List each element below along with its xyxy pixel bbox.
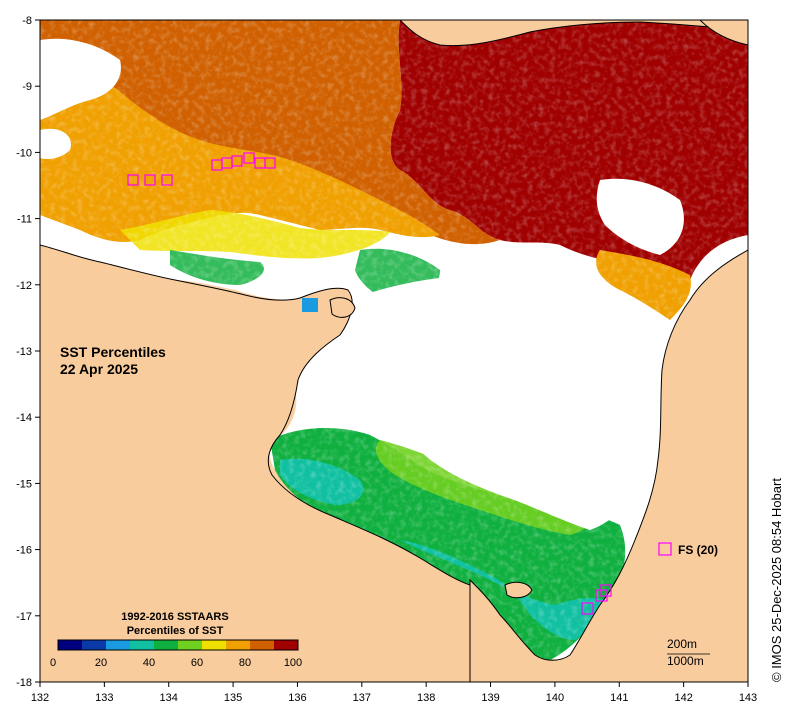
y-tick-label: -9: [22, 81, 32, 93]
legend-marker-label: FS (20): [678, 543, 718, 557]
x-tick-label: 141: [610, 692, 628, 704]
colorbar-swatch: [178, 640, 203, 650]
y-axis: -8 -9 -10 -11 -12 -13 -14 -15 -16 -17 -18: [16, 15, 40, 689]
colorbar-tick-label: 0: [50, 657, 56, 669]
colorbar-tick-label: 40: [143, 657, 155, 669]
y-tick-label: -16: [16, 545, 32, 557]
colorbar-swatch: [82, 640, 107, 650]
colorbar-swatch: [202, 640, 227, 650]
x-tick-label: 138: [417, 692, 435, 704]
x-tick-label: 132: [31, 692, 49, 704]
colorbar-swatch: [154, 640, 179, 650]
land-cape-york: [469, 249, 748, 682]
y-tick-label: -14: [16, 412, 32, 424]
x-tick-label: 133: [95, 692, 113, 704]
credit-text: © IMOS 25-Dec-2025 08:54 Hobart: [769, 478, 784, 682]
land-arnhem: [40, 244, 471, 682]
colorbar-swatch: [226, 640, 251, 650]
map-title: SST Percentiles: [60, 344, 166, 360]
colorbar: [57, 639, 299, 651]
colorbar-tick-label: 60: [191, 657, 203, 669]
marker: [243, 152, 255, 164]
y-tick-label: -15: [16, 478, 32, 490]
land-new-guinea-east: [699, 20, 748, 46]
colorbar-tick-label: 80: [239, 657, 251, 669]
mornington-island: [504, 581, 533, 599]
y-tick-label: -12: [16, 280, 32, 292]
y-tick-label: -10: [16, 147, 32, 159]
contour-label-200m: 200m: [667, 637, 697, 651]
x-tick-label: 142: [674, 692, 692, 704]
colorbar-swatch: [58, 640, 83, 650]
x-tick-label: 139: [481, 692, 499, 704]
colorbar-swatch: [130, 640, 155, 650]
marker: [581, 602, 594, 615]
y-tick-label: -11: [17, 214, 32, 226]
x-tick-label: 134: [160, 692, 178, 704]
colorbar-tick-label: 20: [95, 657, 107, 669]
colorbar-ticks: 0 20 40 60 80 100: [50, 657, 302, 669]
y-tick-label: -17: [16, 611, 32, 623]
legend-marker-icon: [658, 542, 672, 556]
x-tick-label: 137: [353, 692, 371, 704]
marker: [264, 157, 276, 169]
land-new-guinea: [399, 20, 748, 47]
colorbar-frame: [57, 639, 299, 651]
sea-surface-field: [40, 20, 748, 682]
colorbar-swatch: [274, 640, 299, 650]
marker: [599, 584, 612, 597]
fishing-markers: [127, 152, 612, 615]
marker: [144, 174, 156, 186]
marker: [161, 174, 173, 186]
contour-label-1000m: 1000m: [667, 654, 704, 668]
x-tick-label: 143: [739, 692, 757, 704]
x-axis: 132 133 134 135 136 137 138 139 140 141 142 143: [31, 682, 757, 704]
marker: [231, 155, 243, 167]
colorbar-tick-label: 100: [284, 657, 302, 669]
map-date: 22 Apr 2025: [60, 361, 138, 377]
colorbar-title-2: Percentiles of SST: [127, 625, 224, 637]
colorbar-swatch: [106, 640, 131, 650]
groote-eylandt: [329, 297, 356, 318]
x-tick-label: 135: [224, 692, 242, 704]
cold-patch: [302, 298, 318, 312]
x-tick-label: 136: [288, 692, 306, 704]
x-tick-label: 140: [546, 692, 564, 704]
y-tick-label: -18: [16, 677, 32, 689]
colorbar-title-1: 1992-2016 SSTAARS: [121, 611, 228, 623]
y-tick-label: -13: [16, 346, 32, 358]
y-tick-label: -8: [22, 15, 32, 27]
colorbar-swatch: [250, 640, 275, 650]
marker: [127, 174, 139, 186]
